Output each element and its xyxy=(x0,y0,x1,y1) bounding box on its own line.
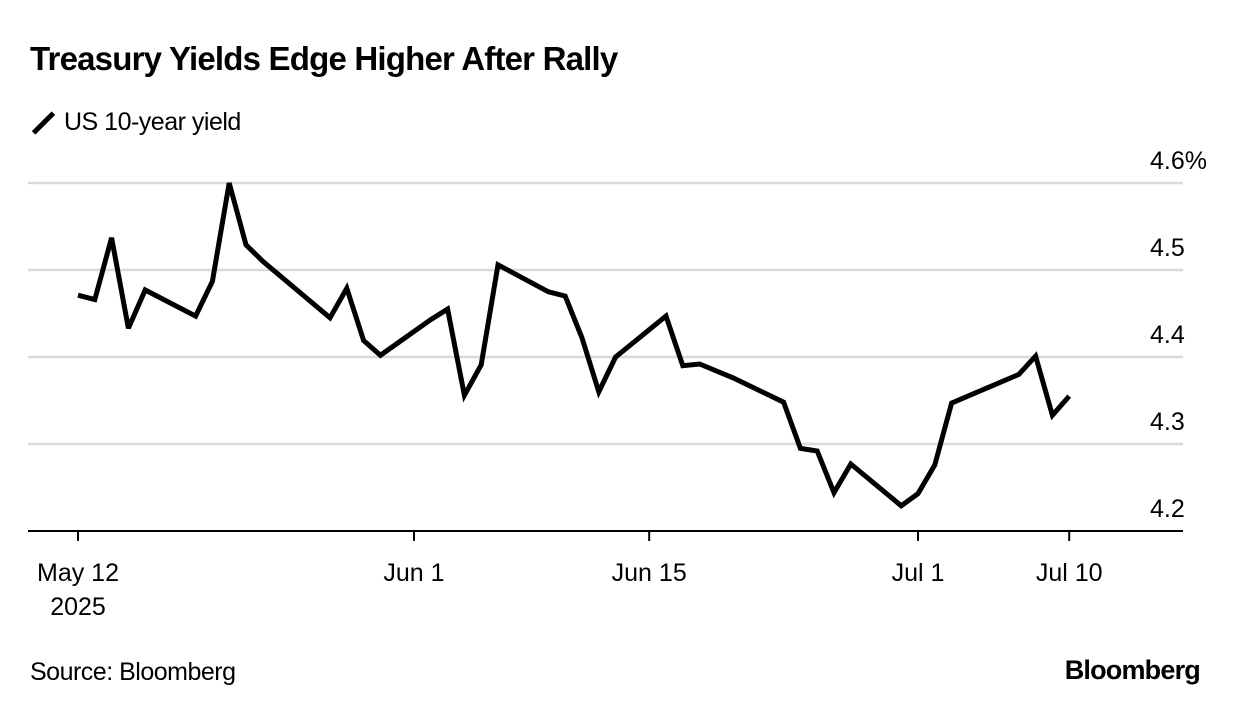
x-tick-sublabel: 2025 xyxy=(50,593,106,621)
series-layer xyxy=(77,182,1072,509)
x-tick-label: Jun 1 xyxy=(383,559,444,587)
x-tick-label: May 12 xyxy=(37,559,119,587)
legend-label: US 10-year yield xyxy=(64,108,241,136)
source-note: Source: Bloomberg xyxy=(30,658,236,686)
y-tick-label: 4.4 xyxy=(1150,321,1185,349)
y-tick-label: 4.3 xyxy=(1150,408,1185,436)
legend: US 10-year yield xyxy=(30,108,241,137)
gridlines xyxy=(28,181,1183,446)
y-tick-label: 4.6% xyxy=(1150,147,1207,175)
x-axis: May 12 2025 Jun 1 Jun 15 Jul 1 Jul 10 xyxy=(28,530,1183,621)
y-axis-labels: 4.6% 4.5 4.4 4.3 4.2 xyxy=(1150,147,1207,523)
chart-title: Treasury Yields Edge Higher After Rally xyxy=(30,40,618,77)
x-tick-label: Jul 10 xyxy=(1036,559,1103,587)
y-tick-label: 4.2 xyxy=(1150,495,1185,523)
series-line-us-10-year-yield xyxy=(77,182,1072,509)
x-tick-label: Jun 15 xyxy=(612,559,687,587)
x-tick-label: Jul 1 xyxy=(892,559,945,587)
bloomberg-logo: Bloomberg xyxy=(1064,655,1201,685)
y-tick-label: 4.5 xyxy=(1150,234,1185,262)
